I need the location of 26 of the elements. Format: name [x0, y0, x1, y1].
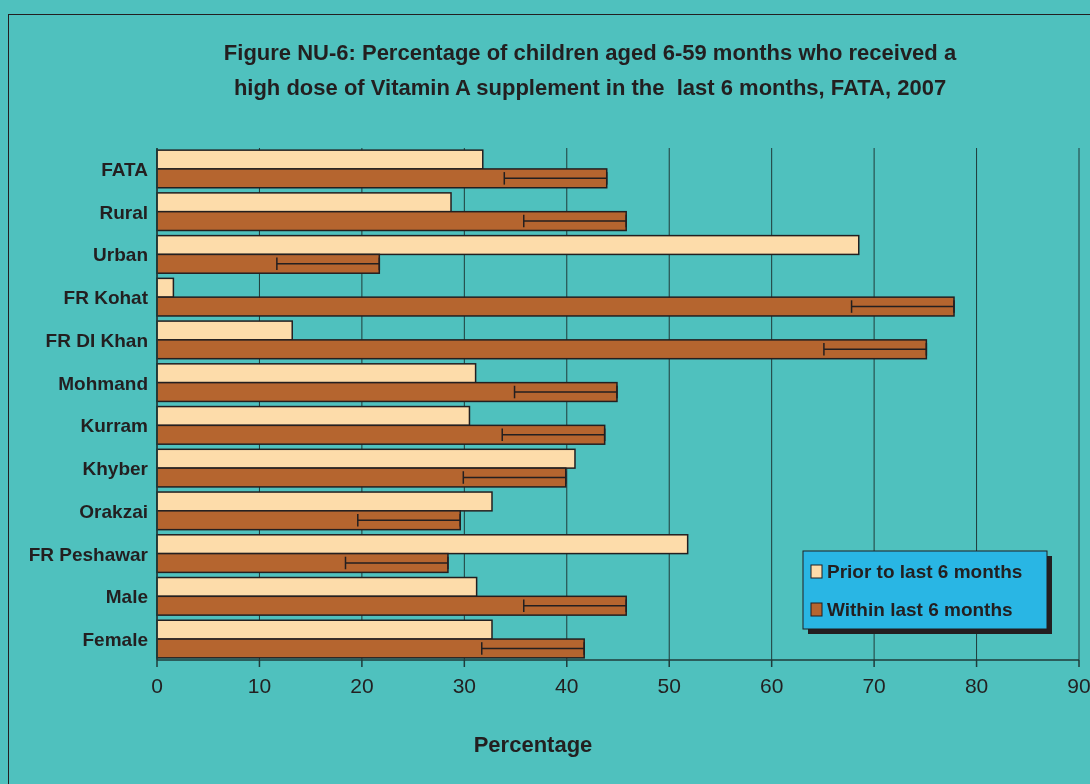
y-tick-label: FR Kohat — [63, 287, 149, 309]
x-tick-label: 80 — [964, 674, 989, 697]
x-tick-label: 60 — [759, 674, 784, 697]
y-tick-label: Khyber — [82, 458, 149, 480]
x-tick-label: 50 — [657, 674, 681, 697]
y-tick-label: Rural — [99, 201, 148, 223]
x-axis-title: Percentage — [473, 732, 593, 757]
x-tick-label: 40 — [555, 674, 579, 697]
legend-label: Prior to last 6 months — [827, 561, 1023, 582]
x-tick-label: 30 — [452, 674, 477, 697]
y-tick-label: Mohmand — [58, 372, 148, 394]
x-tick-label: 0 — [151, 674, 163, 697]
y-tick-label: Kurram — [80, 415, 148, 437]
x-tick-label: 20 — [350, 674, 374, 697]
y-tick-label: Urban — [93, 244, 148, 266]
y-tick-label: FR Peshawar — [28, 543, 149, 565]
x-tick-label: 10 — [247, 674, 272, 697]
chart-title: Figure NU-6: Percentage of children aged 6-59 months who received a high dose of Vitamin A supplement in the last 6 months, FATA, 2007 — [223, 40, 957, 100]
y-tick-label: Orakzai — [79, 500, 148, 522]
y-tick-label: Male — [105, 586, 148, 608]
y-tick-label: Female — [82, 629, 148, 651]
x-tick-label: 90 — [1067, 674, 1090, 697]
x-tick-label: 70 — [862, 674, 886, 697]
y-tick-label: FATA — [101, 158, 149, 180]
legend-label: Within last 6 months — [827, 599, 1013, 620]
y-tick-label: FR DI Khan — [45, 329, 148, 351]
